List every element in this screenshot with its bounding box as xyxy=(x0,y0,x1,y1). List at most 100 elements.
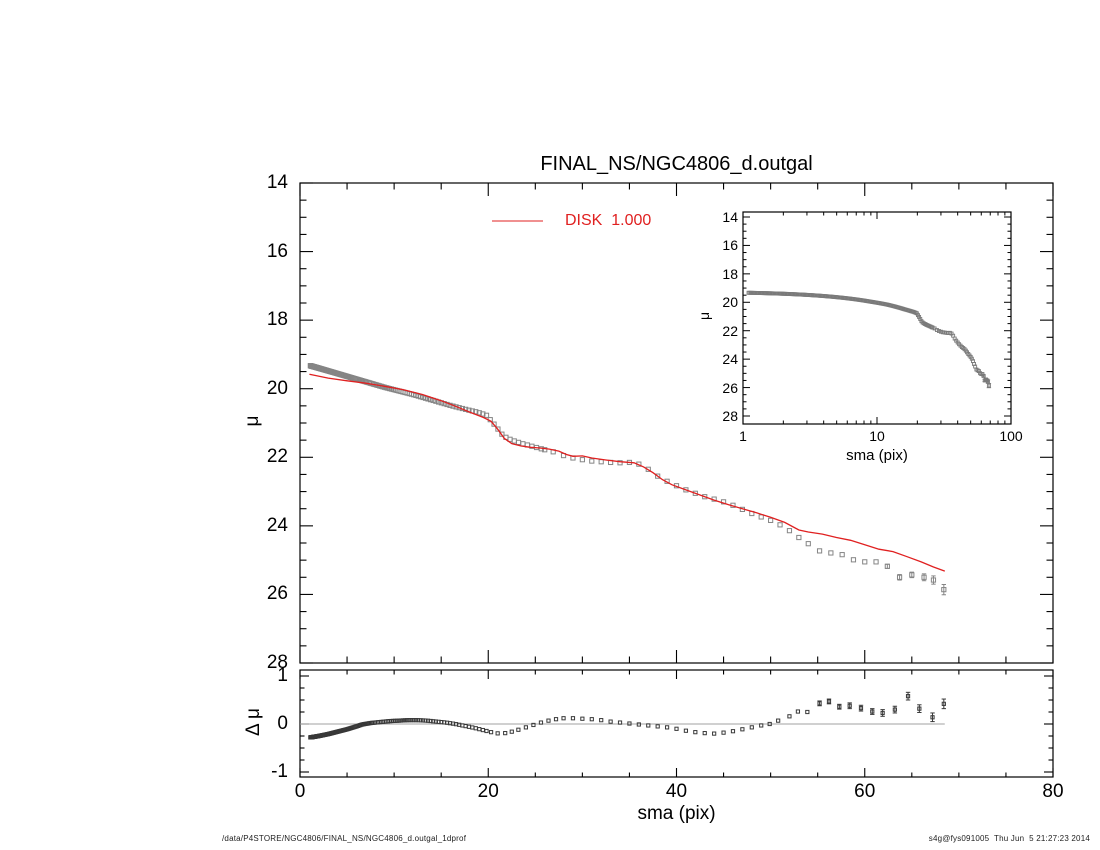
inset-data-point xyxy=(937,329,941,333)
main-data-point xyxy=(617,460,623,466)
residual-data-point xyxy=(561,716,566,721)
residual-data-point xyxy=(870,709,875,714)
residual-data-point xyxy=(416,718,421,723)
residual-data-point xyxy=(858,706,864,711)
inset-y-tick-label: 28 xyxy=(722,407,738,424)
x-tick-label: 20 xyxy=(477,781,499,802)
residual-data-point xyxy=(531,722,536,728)
main-data-point xyxy=(515,439,522,445)
residual-data-point xyxy=(463,724,468,729)
footer-filepath: /data/P4STORE/NGC4806/FINAL_NS/NGC4806_d… xyxy=(222,834,467,843)
residual-data-point xyxy=(553,717,559,722)
residual-data-point xyxy=(817,701,822,706)
main-data-point xyxy=(511,438,517,444)
residual-data-point xyxy=(712,731,717,736)
main-data-point xyxy=(645,466,651,472)
plot-title: FINAL_NS/NGC4806_d.outgal xyxy=(540,153,813,175)
main-data-point xyxy=(480,411,486,417)
inset-data-point xyxy=(934,328,939,332)
main-data-point xyxy=(828,550,834,556)
residual-data-point xyxy=(411,718,416,723)
residual-data-point xyxy=(599,718,604,723)
residual-data-point xyxy=(428,718,433,724)
residual-data-point xyxy=(495,731,500,736)
main-data-point xyxy=(499,431,505,437)
main-data-point xyxy=(589,458,595,464)
residual-data-point xyxy=(407,718,412,723)
main-y-tick-label: 26 xyxy=(266,583,288,605)
main-data-point xyxy=(839,552,845,558)
main-data-point xyxy=(896,574,903,580)
main-data-point xyxy=(850,557,857,563)
residual-data-point xyxy=(646,723,651,728)
main-data-point xyxy=(683,487,689,493)
inset-x-axis-label: sma (pix) xyxy=(846,447,908,464)
residual-data-point xyxy=(627,721,632,726)
residual-data-point xyxy=(589,717,594,722)
x-axis-label: sma (pix) xyxy=(637,803,716,824)
inset-data-point xyxy=(981,373,986,378)
residual-data-point xyxy=(837,704,842,709)
residual-data-point xyxy=(759,723,764,728)
inset-y-tick-label: 22 xyxy=(722,322,738,339)
main-y-tick-label: 20 xyxy=(266,377,288,399)
inset-x-tick-label: 1 xyxy=(739,428,747,444)
residual-data-point xyxy=(805,709,810,715)
residual-data-point xyxy=(580,716,585,721)
footer-user-timestamp: s4g@fys091005 Thu Jun 5 21:27:23 2014 xyxy=(928,834,1090,843)
residual-data-point xyxy=(413,718,419,723)
main-data-point xyxy=(491,421,497,427)
inset-x-tick-label: 100 xyxy=(999,428,1023,444)
legend-label-disk: DISK 1.000 xyxy=(565,212,652,229)
residual-data-point xyxy=(480,727,485,733)
main-data-point xyxy=(520,441,526,447)
residual-data-point xyxy=(826,699,832,704)
residual-data-point xyxy=(431,719,436,724)
residual-data-point xyxy=(477,727,482,732)
main-data-point xyxy=(702,494,708,500)
main-data-point xyxy=(941,587,947,593)
main-data-point xyxy=(816,548,823,554)
main-data-point xyxy=(758,514,764,520)
residual-data-point xyxy=(664,725,670,730)
residual-data-point xyxy=(787,714,792,719)
inset-y-tick-label: 20 xyxy=(722,294,738,311)
residual-data-point xyxy=(484,728,489,734)
main-data-point xyxy=(692,490,698,496)
main-y-tick-label: 28 xyxy=(266,651,288,673)
residual-data-point xyxy=(941,701,946,706)
residual-data-point xyxy=(693,730,698,735)
main-data-point xyxy=(909,572,915,578)
residual-data-point xyxy=(470,725,475,730)
residual-data-point xyxy=(425,718,431,723)
residual-data-point xyxy=(847,703,852,708)
residual-data-point xyxy=(516,727,521,732)
residual-data-point xyxy=(608,719,613,724)
residual-data-point xyxy=(546,718,551,723)
main-data-point xyxy=(805,541,811,547)
main-data-point xyxy=(786,528,793,534)
main-data-point xyxy=(483,412,490,418)
residual-y-tick-label: -1 xyxy=(271,761,288,782)
main-y-tick-label: 22 xyxy=(266,446,288,468)
residual-data-point xyxy=(730,729,736,734)
residual-data-point xyxy=(617,720,623,725)
main-y-tick-label: 16 xyxy=(266,240,288,262)
residual-data-point xyxy=(409,718,414,723)
main-data-point xyxy=(777,522,783,528)
main-data-point xyxy=(884,563,890,569)
residual-data-point xyxy=(503,731,508,736)
residual-data-point xyxy=(795,709,801,714)
residual-data-point xyxy=(488,730,494,735)
main-data-point xyxy=(598,459,604,465)
main-plot-frame xyxy=(299,182,1054,664)
residual-data-point xyxy=(636,722,641,727)
disk-model-line xyxy=(309,373,946,572)
residual-data-point xyxy=(721,730,726,735)
main-data-point xyxy=(655,473,661,479)
inset-y-tick-label: 16 xyxy=(722,237,738,254)
main-data-point xyxy=(796,534,802,541)
residual-y-tick-label: 0 xyxy=(277,713,288,734)
residual-y-tick-label: 1 xyxy=(277,665,288,686)
